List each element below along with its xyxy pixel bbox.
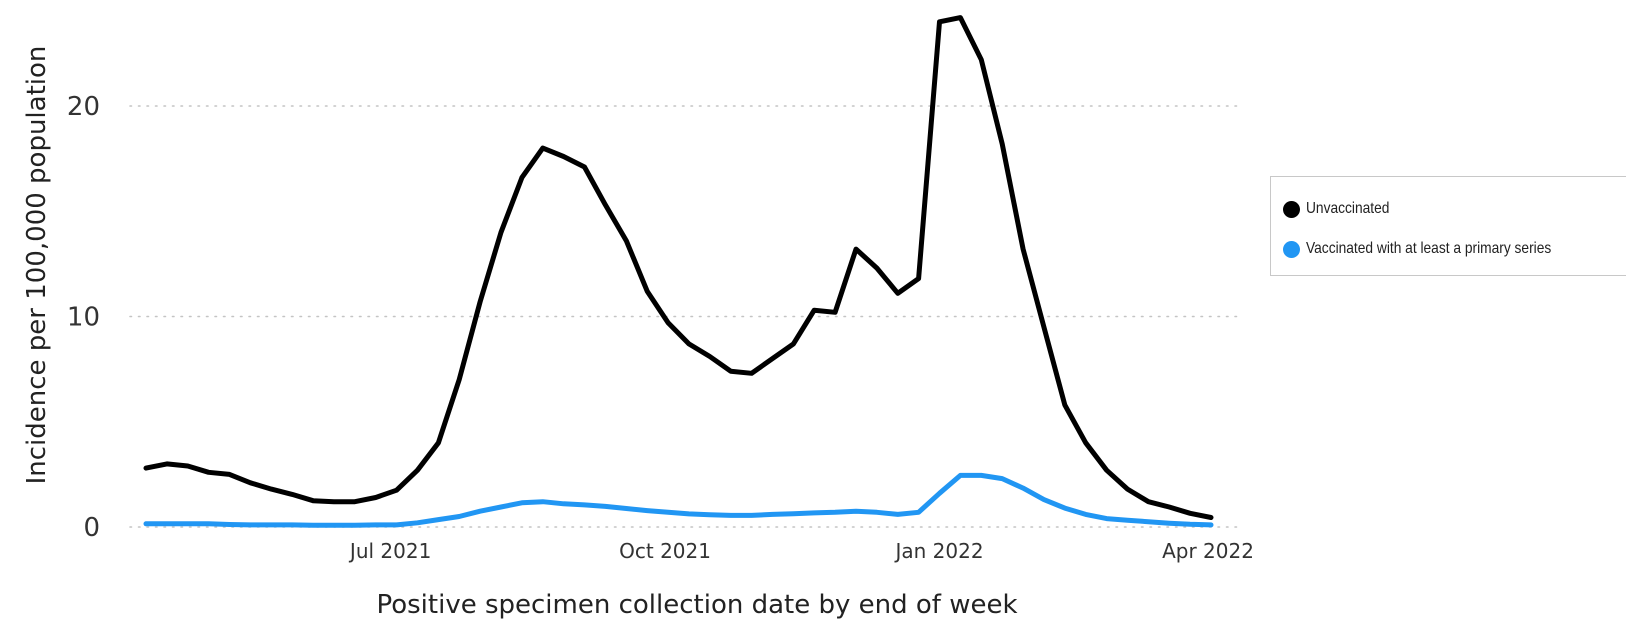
series-lines xyxy=(143,15,1214,528)
y-axis-title: Incidence per 100,000 population xyxy=(22,46,52,485)
x-tick-label: Apr 2022 xyxy=(1162,539,1254,563)
x-tick-label: Oct 2021 xyxy=(619,539,711,563)
y-tick-label: 20 xyxy=(67,92,100,122)
legend-item-vaccinated[interactable]: Vaccinated with at least a primary serie… xyxy=(1283,229,1626,269)
y-tick-label: 10 xyxy=(67,303,100,333)
legend-marker-icon xyxy=(1283,200,1300,218)
legend-label: Unvaccinated xyxy=(1306,200,1390,217)
legend: Unvaccinated Vaccinated with at least a … xyxy=(1270,176,1626,276)
gridlines xyxy=(129,105,1241,528)
x-tick-label: Jul 2021 xyxy=(348,539,431,563)
x-axis-title: Positive specimen collection date by end… xyxy=(376,590,1017,620)
legend-marker-icon xyxy=(1283,240,1300,258)
legend-label: Vaccinated with at least a primary serie… xyxy=(1306,240,1552,257)
y-tick-label: 0 xyxy=(83,513,100,543)
y-axis-ticks: 0 10 20 xyxy=(67,92,100,543)
legend-item-unvaccinated[interactable]: Unvaccinated xyxy=(1283,189,1626,229)
x-axis-ticks: Jul 2021 Oct 2021 Jan 2022 Apr 2022 xyxy=(348,539,1254,563)
series-line-unvaccinated xyxy=(143,15,1214,520)
x-tick-label: Jan 2022 xyxy=(893,539,983,563)
series-line-vaccinated xyxy=(143,472,1214,528)
